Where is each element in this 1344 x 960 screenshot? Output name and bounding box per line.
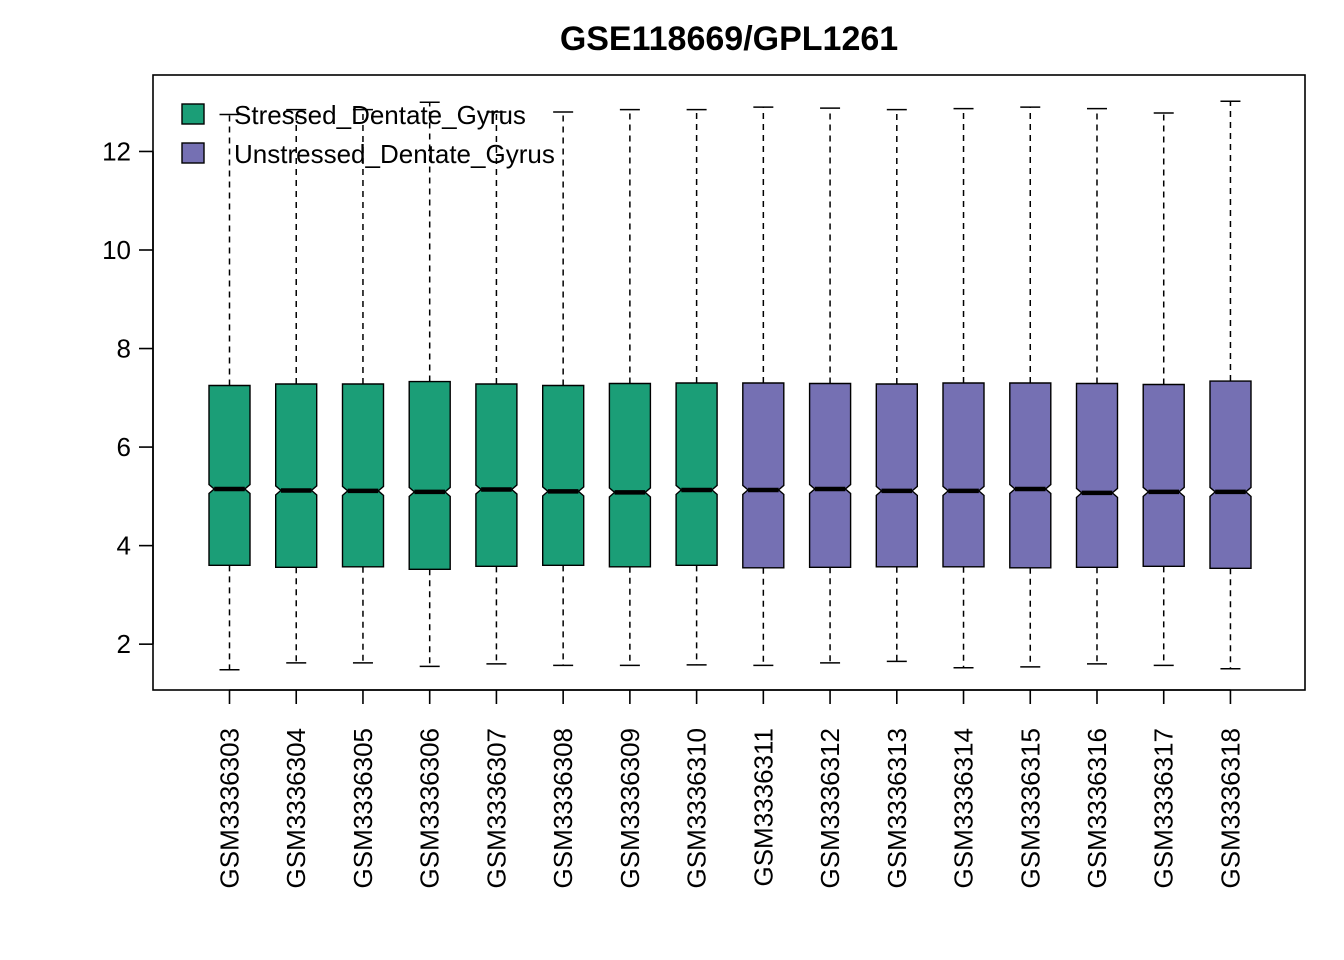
box-GSM3336303 xyxy=(208,113,251,671)
x-tick-label: GSM3336306 xyxy=(415,728,445,888)
box-body xyxy=(1142,383,1185,567)
x-tick-label: GSM3336312 xyxy=(815,728,845,888)
y-tick-label: 6 xyxy=(117,432,131,462)
x-tick-label: GSM3336318 xyxy=(1215,728,1245,888)
box-GSM3336306 xyxy=(408,101,451,668)
x-tick-label: GSM3336309 xyxy=(615,728,645,888)
y-tick-label: 4 xyxy=(117,531,131,561)
x-tick-label: GSM3336308 xyxy=(548,728,578,888)
x-tick-label: GSM3336307 xyxy=(481,728,511,888)
box-GSM3336309 xyxy=(608,108,652,667)
box-body xyxy=(875,383,918,568)
box-body xyxy=(1209,380,1252,569)
box-GSM3336308 xyxy=(542,111,585,667)
y-tick-label: 2 xyxy=(117,629,131,659)
box-body xyxy=(542,384,585,566)
box-GSM3336313 xyxy=(875,108,918,663)
box-GSM3336316 xyxy=(1075,107,1119,665)
box-GSM3336307 xyxy=(475,111,518,665)
box-body xyxy=(341,383,385,568)
y-axis: 2 4 6 8 10 12 xyxy=(102,136,154,659)
x-axis: GSM3336303 GSM3336304 GSM3336305 GSM3336306… xyxy=(215,689,1245,888)
box-body xyxy=(208,384,251,566)
box-GSM3336317 xyxy=(1142,112,1185,667)
x-tick-label: GSM3336311 xyxy=(748,728,778,887)
box-body xyxy=(475,383,518,567)
y-tick-label: 10 xyxy=(102,235,131,265)
legend-label: Unstressed_Dentate_Gyrus xyxy=(234,139,555,169)
box-GSM3336311 xyxy=(742,106,785,667)
y-tick-label: 8 xyxy=(117,334,131,364)
box-body xyxy=(1075,382,1119,568)
x-tick-label: GSM3336310 xyxy=(682,728,712,888)
box-GSM3336305 xyxy=(341,108,385,664)
x-tick-label: GSM3336305 xyxy=(348,728,378,888)
legend-swatch xyxy=(181,103,205,125)
y-tick-label: 12 xyxy=(102,136,131,166)
box-GSM3336312 xyxy=(808,107,852,664)
legend: Stressed_Dentate_Gyrus Unstressed_Dentate… xyxy=(181,100,555,169)
box-GSM3336318 xyxy=(1209,100,1252,670)
x-tick-label: GSM3336303 xyxy=(215,728,245,888)
x-tick-label: GSM3336314 xyxy=(949,728,979,888)
box-body xyxy=(1009,382,1052,569)
box-GSM3336310 xyxy=(675,108,718,666)
x-tick-label: GSM3336315 xyxy=(1015,728,1045,888)
box-body xyxy=(608,382,652,568)
box-body xyxy=(942,382,985,568)
box-GSM3336314 xyxy=(942,107,985,669)
legend-swatch xyxy=(181,142,205,164)
box-body xyxy=(742,382,785,569)
x-tick-label: GSM3336317 xyxy=(1149,728,1179,888)
x-tick-label: GSM3336313 xyxy=(882,728,912,888)
box-body xyxy=(408,380,451,570)
chart-title: GSE118669/GPL1261 xyxy=(560,20,898,58)
box-GSM3336304 xyxy=(275,108,318,664)
box-series xyxy=(208,100,1252,671)
box-body xyxy=(675,382,718,566)
box-body xyxy=(275,383,318,568)
x-tick-label: GSM3336316 xyxy=(1082,728,1112,888)
legend-label: Stressed_Dentate_Gyrus xyxy=(234,100,526,130)
x-tick-label: GSM3336304 xyxy=(281,728,311,888)
box-GSM3336315 xyxy=(1009,106,1052,668)
box-body xyxy=(808,382,852,568)
